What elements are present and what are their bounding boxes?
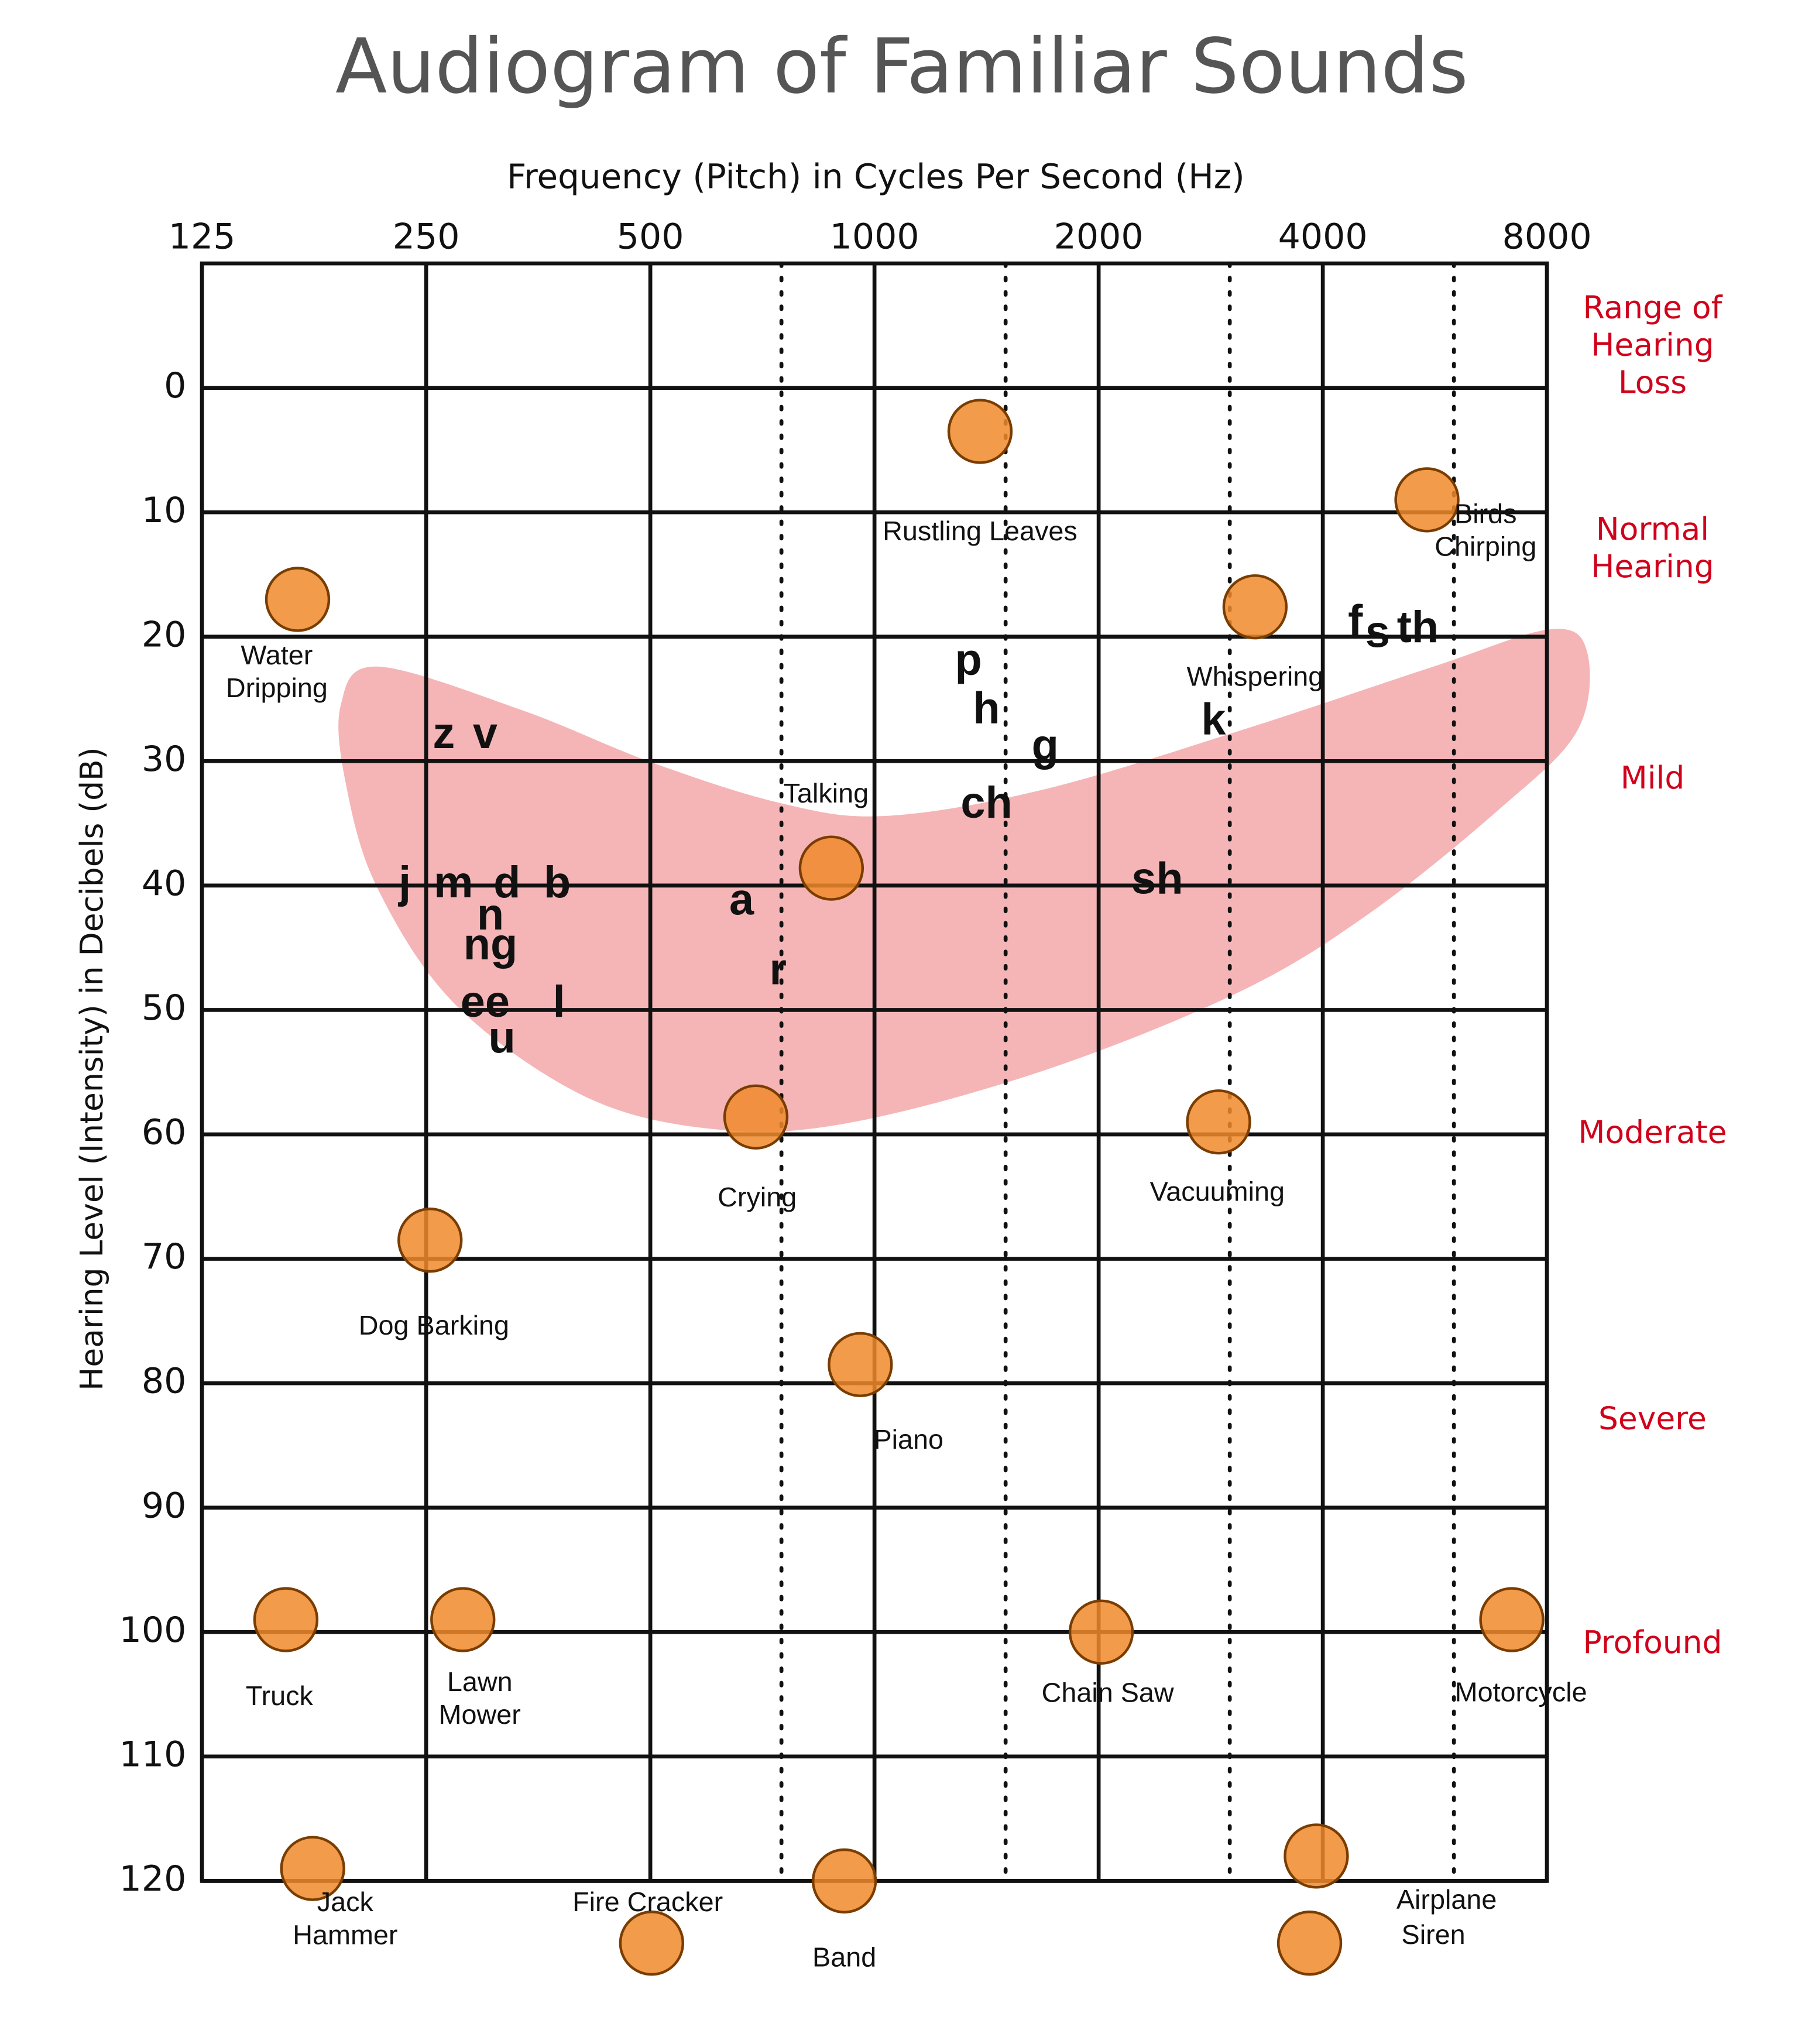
sound-label: Whispering (1186, 661, 1323, 692)
speech-sound: m (434, 858, 473, 907)
sound-marker (1222, 574, 1288, 640)
y-tick-label: 50 (142, 987, 187, 1028)
x-tick-label: 8000 (1502, 216, 1592, 257)
sound-marker (397, 1208, 463, 1273)
sound-label: Birds Chirping (1435, 499, 1536, 562)
sound-marker (619, 1911, 685, 1976)
y-tick-label: 90 (142, 1485, 187, 1526)
severity-label: Mild (1621, 759, 1685, 796)
speech-sound: r (770, 945, 787, 994)
sound-marker (1394, 467, 1460, 533)
sound-label: Band (812, 1942, 876, 1972)
x-tick-label: 125 (169, 216, 236, 257)
speech-sound: g (1032, 721, 1059, 770)
grid-layer: 0 10 20 30 40 50 60 70 80 90 100 110 120 125 250 500 100… (119, 216, 1592, 1899)
x-axis-label: Frequency (Pitch) in Cycles Per Second (… (507, 156, 1245, 196)
y-tick-label: 0 (164, 365, 186, 406)
y-tick-label: 60 (142, 1112, 187, 1153)
x-tick-label: 2000 (1054, 216, 1144, 257)
x-tick-label: 250 (393, 216, 460, 257)
sound-label: Jack Hammer (293, 1887, 397, 1950)
sound-marker (828, 1332, 893, 1397)
sound-marker (430, 1587, 496, 1652)
sound-label: Rustling Leaves (883, 516, 1077, 546)
chart-title: Audiogram of Familiar Sounds (335, 23, 1468, 111)
sound-label: Talking (784, 778, 869, 808)
speech-sound: d (493, 858, 520, 907)
sound-label: Truck (246, 1681, 314, 1711)
y-tick-label: 110 (119, 1734, 187, 1775)
speech-sound: b (544, 858, 571, 907)
sound-label: Airplane (1396, 1884, 1497, 1915)
y-tick-label: 100 (119, 1610, 187, 1651)
sound-marker (1068, 1599, 1134, 1665)
speech-sound: sh (1131, 854, 1183, 904)
sound-marker (798, 835, 864, 901)
speech-sound: z (433, 708, 455, 758)
speech-sound: v (473, 708, 497, 758)
speech-sound: p (955, 635, 982, 684)
sound-marker (265, 567, 331, 632)
severity-header: Range of Hearing Loss (1583, 289, 1723, 400)
sound-label: Crying (718, 1182, 797, 1212)
x-tick-label: 500 (617, 216, 684, 257)
severity-label: Normal Hearing (1591, 510, 1714, 585)
speech-sound: l (553, 977, 565, 1027)
marks-layer: Range of Hearing Loss Normal Hearing Mild Mode… (226, 289, 1727, 1976)
severity-label: Moderate (1578, 1114, 1727, 1151)
y-axis-label: Hearing Level (Intensity) in Decibels (d… (73, 747, 110, 1390)
speech-sound: s (1365, 608, 1390, 657)
x-tick-label: 1000 (830, 216, 919, 257)
speech-sound: u (488, 1013, 515, 1063)
sound-label: Motorcycle (1455, 1676, 1587, 1707)
sound-label: Vacuuming (1150, 1177, 1285, 1207)
sound-marker (280, 1836, 345, 1901)
speech-sound: a (729, 875, 754, 925)
sound-marker (723, 1084, 789, 1150)
sound-marker (811, 1848, 877, 1914)
speech-sound: n (477, 890, 504, 939)
sound-marker (1186, 1089, 1251, 1155)
speech-sound: ch (960, 778, 1012, 828)
sound-label: Water Dripping (226, 640, 328, 703)
sound-marker (1276, 1911, 1343, 1976)
speech-sound: h (973, 683, 1000, 733)
sound-marker (947, 399, 1013, 464)
sound-label: Siren (1402, 1919, 1466, 1950)
sound-label: Piano (873, 1424, 943, 1455)
sound-label: Chain Saw (1042, 1678, 1174, 1708)
y-tick-label: 70 (142, 1236, 187, 1277)
sound-label: Dog Barking (359, 1310, 509, 1340)
sound-marker (253, 1587, 319, 1652)
speech-sound: j (397, 858, 411, 907)
y-tick-label: 30 (142, 739, 187, 780)
sound-marker (1479, 1587, 1545, 1652)
severity-label: Severe (1598, 1400, 1707, 1437)
y-tick-label: 20 (142, 614, 187, 655)
speech-sound: k (1201, 694, 1226, 744)
speech-sound: f (1348, 596, 1363, 646)
sound-label: Fire Cracker (572, 1887, 723, 1917)
x-tick-label: 4000 (1278, 216, 1368, 257)
y-tick-label: 40 (142, 863, 187, 904)
speech-sound: ee (461, 977, 510, 1027)
y-tick-label: 80 (142, 1361, 187, 1402)
sound-marker (1284, 1823, 1349, 1889)
speech-sound: th (1397, 602, 1439, 652)
speech-sound: ng (464, 920, 517, 969)
y-tick-label: 10 (142, 490, 187, 531)
sound-label: Lawn Mower (439, 1666, 521, 1730)
severity-label: Profound (1583, 1624, 1722, 1661)
y-tick-label: 120 (119, 1858, 187, 1899)
